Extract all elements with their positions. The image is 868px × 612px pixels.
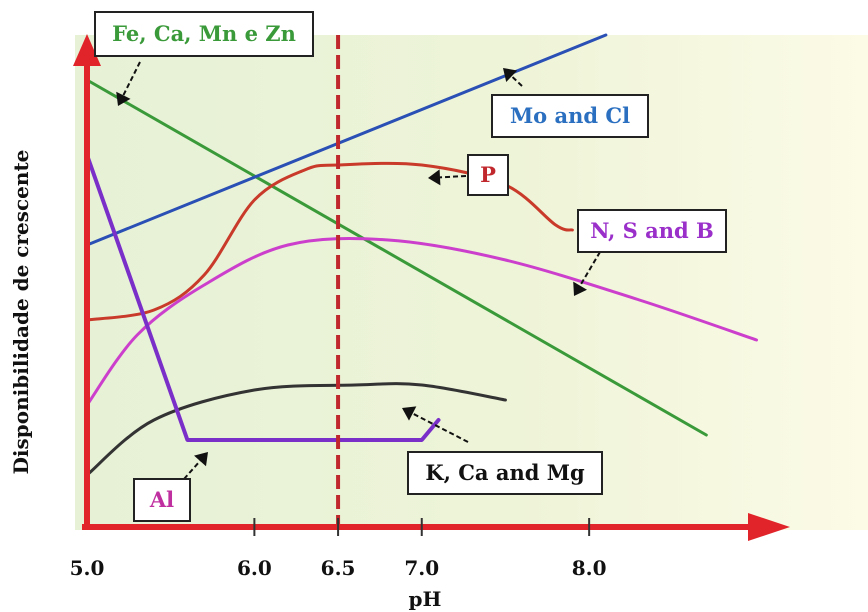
label-arrow-shaft xyxy=(511,75,523,87)
label-box xyxy=(94,11,314,57)
label-text: P xyxy=(480,162,496,187)
series-label-5: Al xyxy=(133,452,208,522)
series-line-0 xyxy=(85,78,708,437)
label-arrowhead xyxy=(194,452,208,467)
label-arrow-shaft xyxy=(412,412,469,443)
label-text: Mo and Cl xyxy=(510,103,630,128)
series-label-4: K, Ca and Mg xyxy=(402,406,603,495)
label-arrowhead xyxy=(428,169,441,186)
series-line-5 xyxy=(85,153,441,442)
label-arrowhead xyxy=(402,406,417,421)
label-arrow-shaft xyxy=(122,61,141,96)
label-text: Fe, Ca, Mn e Zn xyxy=(112,21,296,46)
label-arrow-shaft xyxy=(579,251,601,287)
x-axis-label: pH xyxy=(409,587,442,611)
label-arrowhead xyxy=(503,68,518,83)
label-arrow-shaft xyxy=(439,175,467,179)
label-box xyxy=(577,209,727,253)
series-line-2 xyxy=(85,161,574,322)
series-label-2: P xyxy=(428,154,509,196)
series-line-1 xyxy=(85,33,608,247)
x-tick-label: 7.0 xyxy=(404,556,439,580)
x-tick-label: 6.5 xyxy=(321,556,356,580)
series-label-1: Mo and Cl xyxy=(491,68,649,138)
x-axis-arrowhead xyxy=(748,513,790,541)
label-box xyxy=(491,94,649,138)
series-label-0: Fe, Ca, Mn e Zn xyxy=(94,11,314,106)
x-tick-label: 6.0 xyxy=(237,556,272,580)
label-arrowhead xyxy=(573,281,587,296)
series-line-4 xyxy=(85,382,507,477)
label-arrow-shaft xyxy=(183,460,201,480)
x-tick-label: 8.0 xyxy=(572,556,607,580)
series-label-3: N, S and B xyxy=(573,209,727,296)
label-arrowhead xyxy=(116,91,131,106)
label-box xyxy=(467,154,509,196)
label-box xyxy=(407,451,603,495)
label-text: N, S and B xyxy=(590,218,714,243)
y-axis-arrowhead xyxy=(73,34,101,66)
series-line-3 xyxy=(85,237,759,407)
x-tick-label: 5.0 xyxy=(70,556,105,580)
y-axis-label: Disponibilidade de crescente xyxy=(9,150,33,475)
label-box xyxy=(133,478,191,522)
label-text: K, Ca and Mg xyxy=(425,460,585,485)
label-text: Al xyxy=(149,487,174,512)
